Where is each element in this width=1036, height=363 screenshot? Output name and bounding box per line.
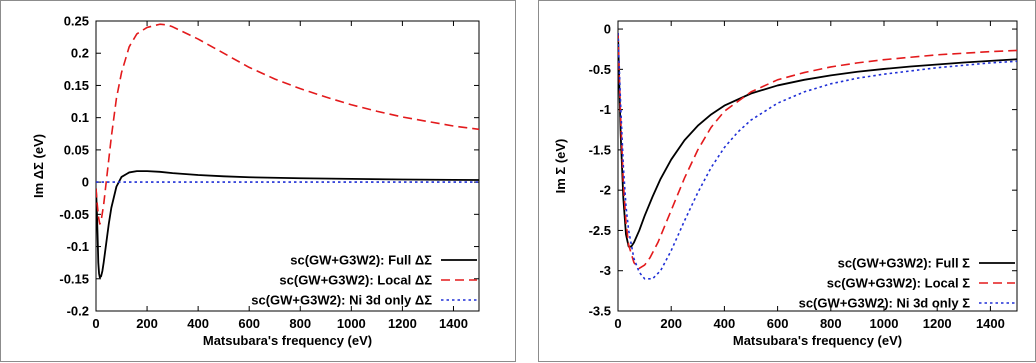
y-tick-label: 0: [604, 22, 611, 37]
y-axis-label: Im ΔΣ (eV): [31, 134, 46, 198]
x-axis-label: Matsubara's frequency (eV): [203, 333, 372, 348]
x-tick-label: 1000: [870, 316, 899, 331]
left-chart-svg: 0 200 400 600 800 1000 1200 1400 -0.2 -0.15 -0.1 -0…: [31, 14, 480, 348]
x-tick-label: 1000: [337, 316, 366, 331]
x-tick-label: 1400: [976, 316, 1005, 331]
series-line-0: [618, 33, 1017, 248]
x-tick-label: 600: [767, 316, 789, 331]
y-tick-label: -0.2: [67, 304, 89, 319]
y-tick-label: -1.5: [589, 142, 611, 157]
legend-label-2: sc(GW+G3W2): Ni 3d only ΔΣ: [251, 293, 432, 308]
legend-label-1: sc(GW+G3W2): Local Σ: [827, 276, 970, 291]
y-tick-label: -0.5: [589, 62, 611, 77]
series-line-2: [618, 33, 1017, 280]
left-chart-panel: 0 200 400 600 800 1000 1200 1400 -0.2 -0.15 -0.1 -0…: [0, 0, 516, 362]
y-tick-label: 0: [82, 175, 89, 190]
x-tick-label: 400: [714, 316, 736, 331]
x-tick-label: 600: [238, 316, 260, 331]
y-tick-label: -0.15: [59, 271, 89, 286]
right-chart-panel: 0 200 400 600 800 1000 1200 1400 -3.5 -3 -2.5 -2 -1.…: [538, 0, 1036, 362]
x-tick-label: 800: [820, 316, 842, 331]
y-tick-label: -3: [599, 263, 611, 278]
y-tick-label: 0.2: [71, 46, 89, 61]
y-tick-label: 0.15: [64, 78, 89, 93]
x-tick-label: 800: [289, 316, 311, 331]
y-tick-label: 0.25: [64, 14, 89, 29]
x-tick-label: 1200: [923, 316, 952, 331]
x-tick-label: 400: [187, 316, 209, 331]
plot-frame: [617, 20, 1018, 312]
y-tick-label: -2.5: [589, 223, 611, 238]
x-tick-label: 200: [660, 316, 682, 331]
x-tick-label: 1400: [439, 316, 468, 331]
series-line-1: [618, 33, 1017, 270]
plot-frame: [95, 20, 480, 312]
y-tick-label: -0.05: [59, 207, 89, 222]
legend-label-2: sc(GW+G3W2): Ni 3d only Σ: [799, 296, 971, 311]
y-tick-label: -3.5: [589, 304, 611, 319]
y-axis-label: Im Σ (eV): [553, 139, 568, 194]
x-axis-label: Matsubara's frequency (eV): [733, 333, 902, 348]
legend-label-0: sc(GW+G3W2): Full ΔΣ: [290, 253, 432, 268]
right-chart-svg: 0 200 400 600 800 1000 1200 1400 -3.5 -3 -2.5 -2 -1.…: [553, 20, 1018, 348]
series-group: [96, 23, 479, 279]
x-tick-label: 0: [92, 316, 99, 331]
x-tick-label: 1200: [388, 316, 417, 331]
series-line-0: [96, 170, 479, 279]
y-tick-label: -0.1: [67, 239, 89, 254]
y-tick-label: -2: [599, 183, 611, 198]
legend-label-0: sc(GW+G3W2): Full Σ: [838, 256, 971, 271]
y-tick-label: -1: [599, 102, 611, 117]
legend-label-1: sc(GW+G3W2): Local ΔΣ: [279, 273, 432, 288]
x-tick-label: 200: [136, 316, 158, 331]
y-tick-label: 0.1: [71, 110, 89, 125]
x-tick-label: 0: [614, 316, 621, 331]
series-group: [618, 33, 1017, 280]
y-tick-label: 0.05: [64, 142, 89, 157]
series-line-1: [96, 23, 479, 225]
